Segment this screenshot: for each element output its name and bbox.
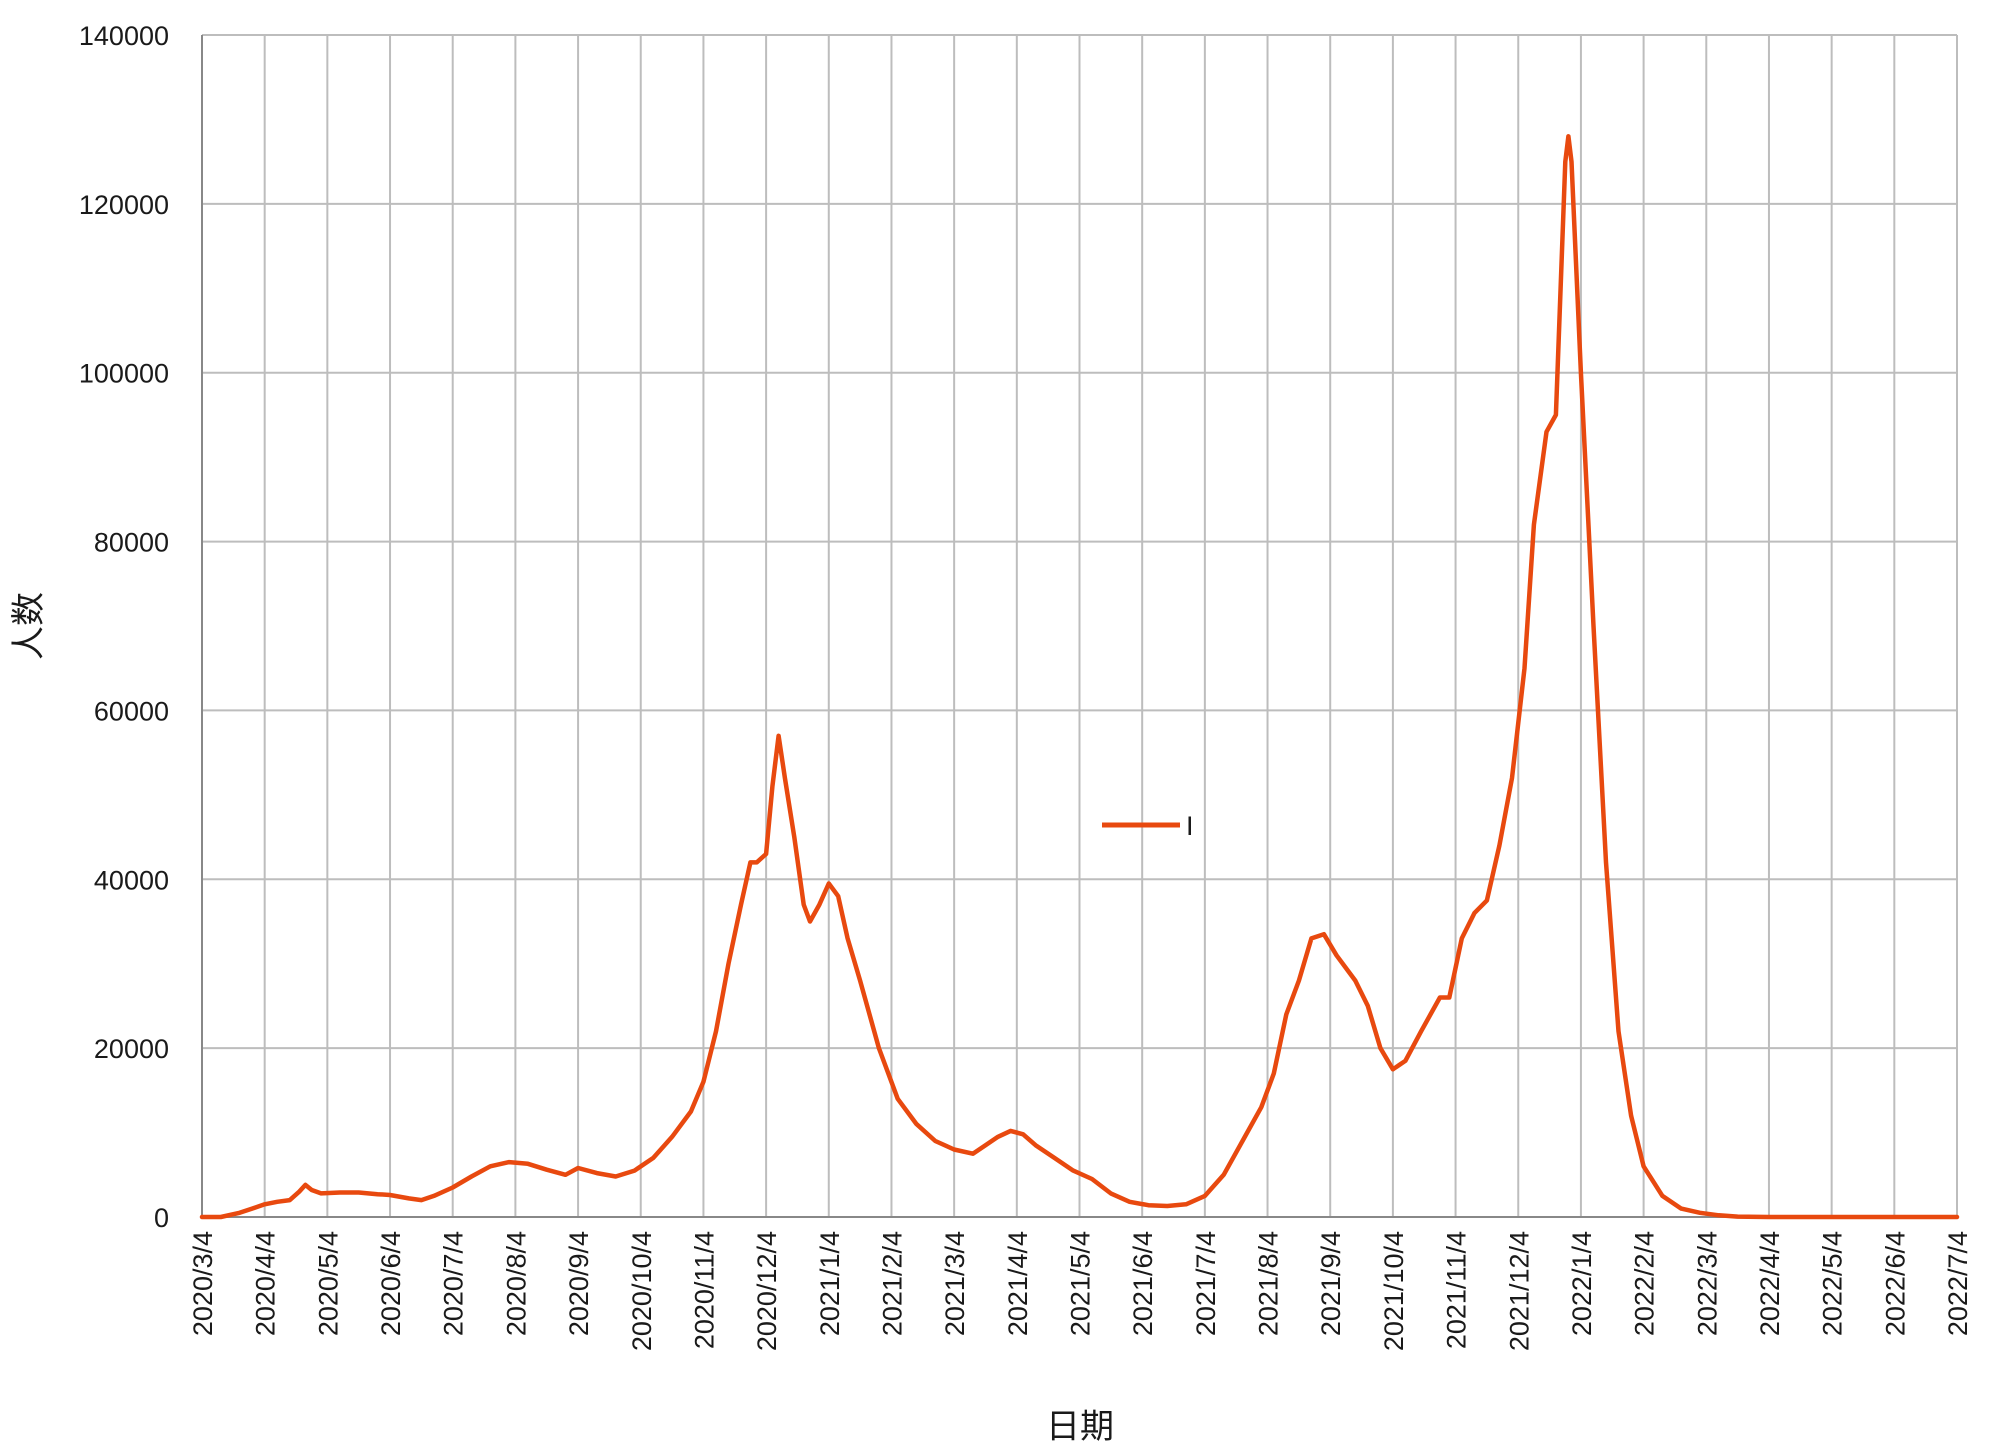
x-axis-ticks: 2020/3/4 2020/4/4 2020/5/4 2020/6/4 2020/7/4… [188,1231,1973,1351]
x-tick-label: 2021/10/4 [1379,1231,1409,1351]
x-tick-label: 2022/4/4 [1755,1231,1785,1336]
y-tick-label: 80000 [94,528,169,558]
y-tick-label: 140000 [79,21,169,51]
x-tick-label: 2021/3/4 [940,1231,970,1336]
x-tick-label: 2022/2/4 [1630,1231,1660,1336]
x-tick-label: 2022/1/4 [1567,1231,1597,1336]
y-axis-title: 人数 [9,592,49,660]
x-tick-label: 2022/6/4 [1880,1231,1910,1336]
x-tick-label: 2020/5/4 [313,1231,343,1336]
x-tick-label: 2020/6/4 [376,1231,406,1336]
y-tick-label: 40000 [94,865,169,895]
x-tick-label: 2022/7/4 [1943,1231,1973,1336]
x-tick-label: 2022/3/4 [1692,1231,1722,1336]
x-tick-label: 2020/10/4 [627,1231,657,1351]
x-tick-label: 2020/8/4 [501,1231,531,1336]
x-tick-label: 2020/9/4 [564,1231,594,1336]
y-tick-label: 60000 [94,696,169,726]
x-tick-label: 2021/7/4 [1191,1231,1221,1336]
y-tick-label: 0 [154,1203,169,1233]
x-tick-label: 2021/12/4 [1504,1231,1534,1351]
x-tick-label: 2020/7/4 [439,1231,469,1336]
x-tick-label: 2021/11/4 [1442,1231,1472,1349]
x-tick-label: 2020/3/4 [188,1231,218,1336]
y-axis-ticks: 0 20000 40000 60000 80000 100000 120000 140000 [79,21,169,1233]
x-tick-label: 2020/11/4 [689,1231,719,1349]
x-tick-label: 2021/9/4 [1316,1231,1346,1336]
grid [201,34,1958,1218]
y-tick-label: 20000 [94,1034,169,1064]
x-axis-title: 日期 [1046,1407,1114,1447]
y-tick-label: 100000 [79,359,169,389]
legend-label-I: I [1186,811,1194,841]
legend: I [1102,811,1194,841]
x-tick-label: 2020/4/4 [251,1231,281,1336]
x-tick-label: 2021/4/4 [1003,1231,1033,1336]
y-tick-label: 120000 [79,190,169,220]
x-tick-label: 2022/5/4 [1818,1231,1848,1336]
x-tick-label: 2021/1/4 [815,1231,845,1336]
x-tick-label: 2021/2/4 [877,1231,907,1336]
series-line-I [199,134,1960,1220]
x-tick-label: 2021/6/4 [1128,1231,1158,1336]
series-layer [199,134,1960,1220]
x-tick-label: 2020/12/4 [752,1231,782,1351]
x-tick-label: 2021/5/4 [1066,1231,1096,1336]
x-tick-label: 2021/8/4 [1254,1231,1284,1336]
